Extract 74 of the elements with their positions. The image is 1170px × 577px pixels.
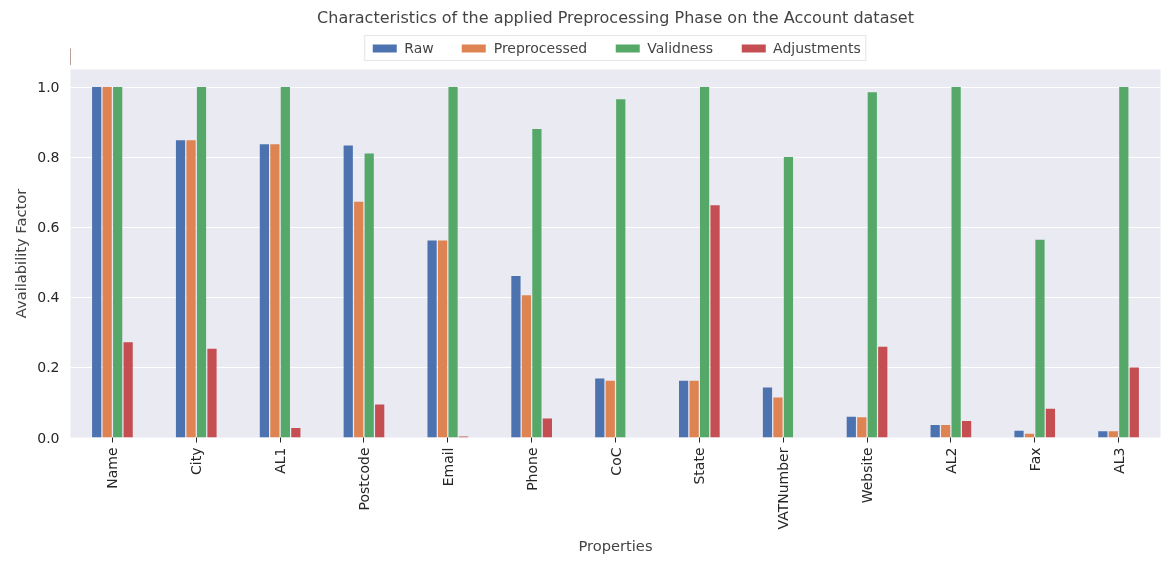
bar: [857, 417, 867, 438]
bar: [1098, 431, 1108, 438]
x-tick-label: CoC: [607, 447, 624, 476]
bar: [280, 87, 290, 438]
bar: [207, 348, 217, 438]
bar: [699, 87, 710, 438]
bar: [1119, 87, 1129, 438]
bar: [941, 424, 951, 438]
bar: [595, 378, 605, 438]
bar: [259, 144, 270, 438]
bar: [679, 380, 689, 438]
x-tick-label: State: [691, 447, 708, 485]
bar: [375, 404, 385, 438]
bar: [605, 380, 615, 438]
bar: [186, 140, 196, 438]
bar: [291, 428, 301, 438]
bar: [270, 144, 280, 438]
bar: [846, 416, 856, 438]
bar: [689, 380, 699, 438]
bar: [364, 153, 374, 438]
y-axis-title: Availability Factor: [12, 187, 30, 319]
bar: [448, 87, 458, 438]
x-tick-label: Website: [859, 447, 876, 504]
bar: [532, 129, 542, 438]
x-tick-label: Email: [439, 447, 456, 487]
x-tick-label: Postcode: [355, 447, 372, 511]
bar: [521, 295, 532, 438]
bar: [113, 87, 123, 438]
bar: [878, 346, 888, 438]
bar: [511, 275, 521, 438]
bar: [175, 140, 186, 438]
legend-label: Validness: [647, 40, 714, 56]
x-tick-label: AL1: [272, 447, 289, 474]
bar: [427, 240, 437, 438]
x-tick-label: City: [188, 447, 205, 475]
bar: [1045, 408, 1056, 438]
y-tick-label: 0.6: [37, 219, 60, 236]
x-tick-label: Fax: [1026, 447, 1043, 472]
y-tick-label: 0.0: [37, 429, 60, 446]
bar: [867, 92, 877, 438]
x-tick-label: Name: [104, 447, 121, 489]
x-axis-title: Properties: [578, 537, 653, 555]
bar: [1035, 239, 1045, 438]
bar: [1108, 431, 1118, 438]
bar: [773, 397, 783, 438]
y-tick-label: 1.0: [37, 79, 60, 96]
legend-label: Adjustments: [773, 40, 861, 56]
x-tick-label: Phone: [523, 447, 540, 491]
y-tick-label: 0.8: [37, 149, 60, 166]
legend-label: Preprocessed: [493, 40, 588, 56]
y-tick-label: 0.2: [37, 359, 60, 376]
bar: [961, 421, 972, 438]
chart-title: Characteristics of the applied Preprocessing Phase on the Account dataset: [317, 7, 914, 27]
bar: [92, 87, 102, 438]
bar: [951, 87, 961, 438]
bar: [930, 424, 940, 438]
bar: [343, 145, 353, 438]
bar: [762, 387, 773, 438]
bar: [354, 201, 364, 438]
bar: [123, 342, 133, 438]
x-tick-label: AL3: [1110, 447, 1127, 474]
bar: [196, 87, 207, 438]
x-tick-label: AL2: [942, 447, 959, 474]
bar: [616, 99, 626, 438]
bar: [542, 418, 552, 438]
bar: [102, 87, 112, 438]
y-tick-label: 0.4: [37, 289, 60, 306]
bar: [783, 157, 794, 438]
bar: [1129, 367, 1139, 438]
x-tick-label: VATNumber: [775, 447, 792, 530]
bar: [437, 240, 448, 438]
bar: [1014, 430, 1024, 438]
legend-label: Raw: [404, 40, 434, 56]
bar: [710, 205, 720, 438]
